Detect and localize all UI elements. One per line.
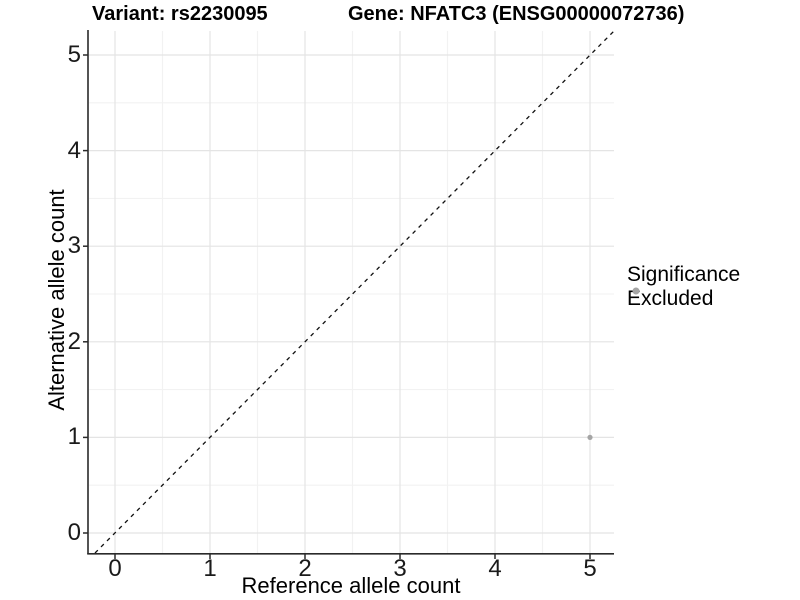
excluded-point-icon xyxy=(632,287,640,295)
y-tick-label: 4 xyxy=(67,136,81,164)
x-tick-label: 4 xyxy=(488,555,502,582)
y-tick-label: 3 xyxy=(67,232,81,260)
x-tick-label: 2 xyxy=(298,555,312,582)
x-tick-label: 1 xyxy=(203,555,217,582)
axis-lines xyxy=(87,30,614,555)
y-tick-label: 2 xyxy=(67,327,81,355)
x-tick-label: 3 xyxy=(393,555,407,582)
legend-item-label: Excluded xyxy=(627,286,714,310)
x-axis-title: Reference allele count xyxy=(241,573,461,598)
points-layer xyxy=(587,434,593,440)
gridlines-minor xyxy=(89,31,614,553)
y-tick-label: 0 xyxy=(67,519,81,546)
x-tick-label: 0 xyxy=(108,555,122,582)
gridlines-major xyxy=(89,31,614,553)
y-tick-label: 5 xyxy=(67,41,81,68)
y-axis-title: Alternative allele count xyxy=(44,189,69,411)
legend-item-excluded: Excluded xyxy=(627,287,713,309)
tick-marks xyxy=(83,54,591,559)
y-tick-label: 1 xyxy=(67,423,81,451)
x-tick-label: 5 xyxy=(583,555,597,582)
identity-line xyxy=(94,31,614,554)
plot-title-gene: Gene: NFATC3 (ENSG00000072736) xyxy=(348,3,685,25)
legend-title: Significance xyxy=(627,263,741,286)
plot-title-variant: Variant: rs2230095 xyxy=(92,3,268,25)
data-point xyxy=(587,434,593,440)
